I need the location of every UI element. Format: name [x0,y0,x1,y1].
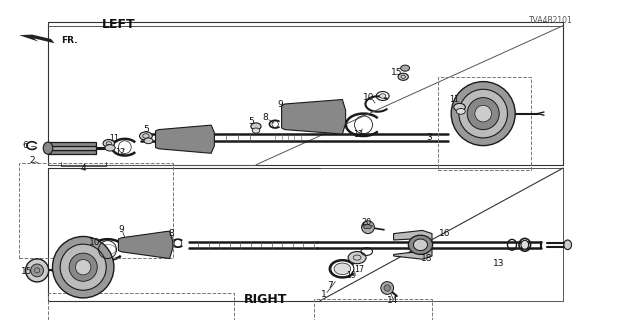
Circle shape [381,282,394,294]
Text: 9: 9 [278,100,283,108]
Polygon shape [394,248,432,259]
Ellipse shape [252,128,260,133]
Circle shape [31,264,44,277]
Ellipse shape [521,240,529,249]
Text: 8: 8 [169,229,174,238]
Text: 6: 6 [23,141,28,150]
Circle shape [384,285,390,291]
Text: 16: 16 [439,229,451,238]
Text: 10: 10 [89,238,100,247]
Ellipse shape [44,142,53,154]
Text: 5: 5 [249,117,254,126]
Circle shape [26,259,49,282]
Ellipse shape [348,252,366,264]
Ellipse shape [334,263,351,275]
Text: 1: 1 [321,290,326,299]
Text: 3: 3 [426,133,431,142]
Ellipse shape [454,103,465,111]
Circle shape [362,221,374,234]
Text: 17: 17 [355,265,365,274]
Text: 11: 11 [449,95,460,104]
Polygon shape [156,125,214,153]
Polygon shape [362,224,372,228]
Text: RIGHT: RIGHT [244,293,287,306]
Circle shape [60,244,106,290]
Polygon shape [19,35,54,43]
Bar [438,77,531,170]
Ellipse shape [564,240,572,250]
Polygon shape [48,142,96,146]
Text: FR.: FR. [61,36,77,45]
Bar [19,163,173,258]
Ellipse shape [140,132,152,140]
Circle shape [475,105,492,122]
Circle shape [52,236,114,298]
Polygon shape [282,100,346,134]
Text: 18: 18 [420,254,432,263]
Text: TVA4B2101: TVA4B2101 [529,16,573,25]
Ellipse shape [103,140,115,147]
Circle shape [76,260,91,275]
Ellipse shape [408,235,433,254]
Text: 13: 13 [493,259,505,268]
Text: 8: 8 [263,113,268,122]
Text: 9: 9 [119,225,124,234]
Text: 20: 20 [361,218,371,227]
Bar [48,293,234,320]
Text: 5: 5 [143,125,148,134]
Text: 4: 4 [81,164,86,173]
Circle shape [459,89,508,138]
Ellipse shape [413,239,428,251]
Text: LEFT: LEFT [102,19,135,31]
Text: 12: 12 [353,130,364,139]
Circle shape [451,82,515,146]
Text: 19: 19 [346,271,356,280]
Ellipse shape [401,65,410,71]
Ellipse shape [105,145,115,151]
Ellipse shape [380,94,386,98]
Polygon shape [48,150,96,154]
Ellipse shape [456,108,465,114]
Ellipse shape [398,73,408,80]
Polygon shape [394,230,432,242]
Text: 15: 15 [21,267,33,276]
Polygon shape [118,231,173,259]
Text: 10: 10 [363,93,374,102]
Ellipse shape [144,138,153,144]
Circle shape [69,253,97,281]
Polygon shape [48,146,96,150]
Ellipse shape [251,123,261,130]
Text: 7: 7 [327,281,332,290]
Circle shape [467,98,499,130]
Text: 14: 14 [387,296,399,305]
Text: 15: 15 [391,68,403,77]
Bar [314,299,432,320]
Text: 11: 11 [109,134,119,143]
Text: 12: 12 [115,148,125,156]
Text: 2: 2 [29,156,35,164]
